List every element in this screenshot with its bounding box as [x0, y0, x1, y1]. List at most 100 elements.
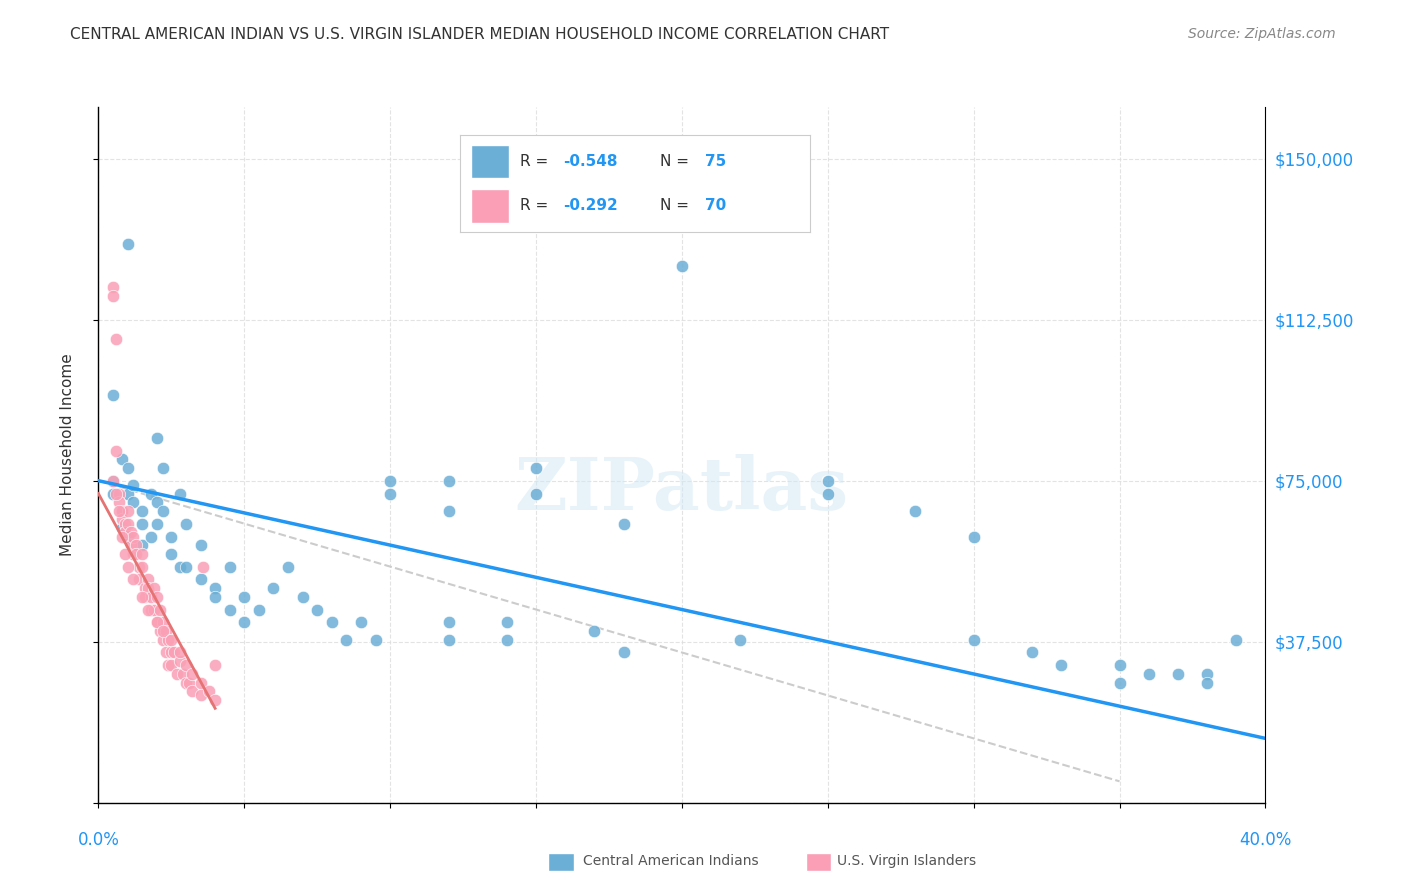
Point [157, 632, 180, 647]
Point [378, 486, 402, 500]
Point [128, 573, 150, 587]
Point [134, 590, 156, 604]
Point [169, 486, 191, 500]
Point [136, 573, 159, 587]
Point [125, 538, 148, 552]
Point [190, 538, 212, 552]
Text: 0.0%: 0.0% [77, 830, 120, 848]
Point [169, 654, 191, 668]
Point [155, 624, 177, 638]
Point [131, 590, 153, 604]
Point [101, 486, 124, 500]
Point [146, 615, 169, 630]
Point [612, 516, 634, 531]
Point [122, 573, 145, 587]
Point [131, 559, 153, 574]
Point [146, 516, 169, 531]
Point [277, 559, 299, 574]
Point [139, 529, 162, 543]
Point [152, 632, 174, 647]
Point [117, 529, 139, 543]
Point [142, 581, 165, 595]
Point [131, 547, 153, 561]
Point [174, 658, 197, 673]
Point [495, 615, 517, 630]
Point [101, 474, 124, 488]
Point [149, 624, 172, 638]
Point [321, 615, 343, 630]
Point [152, 504, 174, 518]
Point [437, 632, 460, 647]
Point [111, 452, 134, 467]
Point [350, 615, 373, 630]
Point [111, 521, 134, 535]
Point [1167, 667, 1189, 681]
Point [190, 573, 212, 587]
Y-axis label: Median Household Income: Median Household Income [60, 353, 75, 557]
Point [817, 486, 839, 500]
Point [218, 602, 240, 616]
Point [233, 615, 256, 630]
Point [131, 504, 153, 518]
Point [111, 504, 134, 518]
Point [174, 675, 197, 690]
Point [193, 559, 215, 574]
Point [174, 516, 197, 531]
Point [108, 486, 131, 500]
Point [177, 675, 200, 690]
Point [146, 431, 169, 445]
Point [104, 443, 127, 458]
Point [117, 460, 139, 475]
Text: 40.0%: 40.0% [1239, 830, 1292, 848]
Point [817, 474, 839, 488]
Point [101, 474, 124, 488]
Point [204, 658, 226, 673]
Point [1108, 658, 1130, 673]
Point [169, 645, 191, 659]
Point [117, 504, 139, 518]
Point [1021, 645, 1043, 659]
Point [1108, 675, 1130, 690]
Point [962, 632, 984, 647]
Point [524, 486, 547, 500]
Point [180, 684, 202, 698]
Point [1137, 667, 1160, 681]
Point [169, 559, 191, 574]
Point [174, 559, 197, 574]
Point [437, 615, 460, 630]
Point [612, 645, 634, 659]
Point [139, 602, 162, 616]
Point [122, 529, 145, 543]
Point [218, 559, 240, 574]
Point [111, 529, 134, 543]
Point [728, 632, 751, 647]
Point [111, 504, 134, 518]
Text: CENTRAL AMERICAN INDIAN VS U.S. VIRGIN ISLANDER MEDIAN HOUSEHOLD INCOME CORRELAT: CENTRAL AMERICAN INDIAN VS U.S. VIRGIN I… [70, 27, 890, 42]
Point [233, 590, 256, 604]
Text: ZIPatlas: ZIPatlas [515, 454, 849, 525]
Point [139, 590, 162, 604]
Point [111, 512, 134, 526]
Point [122, 547, 145, 561]
Point [495, 632, 517, 647]
Point [128, 559, 150, 574]
Point [160, 529, 183, 543]
Point [152, 624, 174, 638]
Point [1225, 632, 1247, 647]
Point [155, 645, 177, 659]
Point [1195, 675, 1218, 690]
Point [157, 658, 180, 673]
Point [120, 525, 142, 540]
Point [1195, 667, 1218, 681]
Point [114, 525, 136, 540]
Point [160, 658, 183, 673]
Point [152, 460, 174, 475]
Point [152, 615, 174, 630]
Point [524, 460, 547, 475]
Point [583, 624, 606, 638]
Point [204, 692, 226, 706]
Text: Source: ZipAtlas.com: Source: ZipAtlas.com [1188, 27, 1336, 41]
Point [247, 602, 270, 616]
Point [101, 388, 124, 402]
Point [111, 504, 134, 518]
